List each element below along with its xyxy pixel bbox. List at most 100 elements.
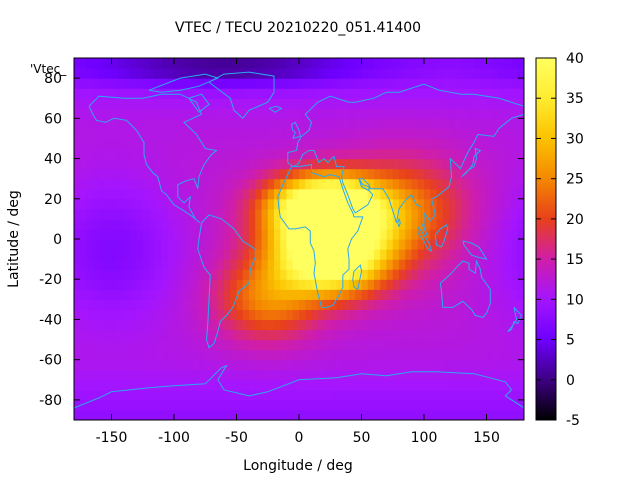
heatmap-cell	[386, 158, 394, 170]
heatmap-cell	[461, 389, 469, 401]
heatmap-cell	[505, 329, 513, 341]
heatmap-cell	[224, 158, 231, 170]
heatmap-cell	[211, 289, 219, 300]
heatmap-cell	[305, 128, 313, 140]
heatmap-cell	[355, 369, 363, 381]
heatmap-cell	[267, 88, 275, 99]
heatmap-cell	[424, 399, 431, 411]
heatmap-cell	[199, 329, 206, 341]
heatmap-cell	[280, 188, 288, 200]
heatmap-cell	[149, 98, 156, 109]
heatmap-cell	[111, 118, 119, 129]
heatmap-cell	[224, 349, 231, 361]
heatmap-cell	[392, 208, 400, 220]
heatmap-cell	[261, 128, 269, 140]
heatmap-cell	[217, 108, 225, 119]
heatmap-cell	[255, 118, 263, 129]
heatmap-cell	[386, 168, 394, 180]
heatmap-cell	[349, 208, 356, 220]
heatmap-cell	[130, 259, 138, 270]
heatmap-cell	[430, 369, 438, 381]
heatmap-cell	[280, 148, 288, 160]
heatmap-cell	[136, 118, 144, 129]
heatmap-cell	[211, 369, 219, 381]
heatmap-cell	[449, 379, 456, 391]
heatmap-cell	[236, 399, 244, 411]
heatmap-cell	[117, 68, 125, 79]
heatmap-cell	[267, 98, 275, 109]
heatmap-cell	[274, 329, 281, 341]
heatmap-cell	[142, 269, 150, 280]
heatmap-cell	[186, 88, 194, 99]
heatmap-cell	[311, 329, 319, 341]
heatmap-cell	[505, 128, 513, 140]
heatmap-cell	[442, 309, 450, 321]
heatmap-cell	[74, 359, 81, 371]
heatmap-cell	[180, 389, 188, 401]
heatmap-cell	[74, 98, 81, 109]
heatmap-cell	[105, 259, 113, 270]
heatmap-cell	[124, 98, 131, 109]
heatmap-cell	[86, 359, 94, 371]
heatmap-cell	[92, 339, 100, 351]
heatmap-cell	[330, 148, 338, 160]
heatmap-cell	[305, 369, 313, 381]
heatmap-cell	[430, 108, 438, 119]
heatmap-cell	[349, 379, 356, 391]
y-tick-label: 40	[44, 152, 62, 168]
heatmap-cell	[161, 218, 169, 230]
heatmap-cell	[511, 218, 519, 230]
heatmap-cell	[136, 269, 144, 280]
heatmap-cell	[86, 188, 94, 200]
heatmap-cell	[180, 68, 188, 79]
heatmap-cell	[461, 269, 469, 280]
heatmap-cell	[142, 88, 150, 99]
heatmap-cell	[111, 409, 119, 420]
heatmap-cell	[517, 138, 524, 150]
heatmap-cell	[174, 399, 181, 411]
heatmap-cell	[211, 299, 219, 310]
heatmap-cell	[411, 178, 419, 190]
heatmap-cell	[155, 78, 163, 89]
heatmap-cell	[267, 339, 275, 351]
heatmap-cell	[455, 128, 463, 140]
heatmap-cell	[324, 399, 331, 411]
heatmap-cell	[505, 218, 513, 230]
heatmap-cell	[136, 369, 144, 381]
heatmap-cell	[242, 379, 250, 391]
heatmap-cell	[117, 389, 125, 401]
heatmap-cell	[324, 118, 331, 129]
heatmap-cell	[161, 299, 169, 310]
heatmap-cell	[174, 208, 181, 220]
heatmap-cell	[142, 389, 150, 401]
heatmap-cell	[130, 339, 138, 351]
heatmap-cell	[274, 379, 281, 391]
heatmap-cell	[161, 389, 169, 401]
heatmap-cell	[405, 128, 413, 140]
heatmap-cell	[411, 339, 419, 351]
heatmap-cell	[142, 128, 150, 140]
heatmap-cell	[224, 339, 231, 351]
heatmap-cell	[461, 128, 469, 140]
heatmap-cell	[242, 259, 250, 270]
x-axis-label: Longitude / deg	[243, 458, 353, 474]
heatmap-cell	[274, 178, 281, 190]
heatmap-cell	[499, 148, 506, 160]
heatmap-cell	[186, 208, 194, 220]
heatmap-cell	[467, 88, 475, 99]
heatmap-cell	[117, 188, 125, 200]
heatmap-cell	[499, 329, 506, 341]
heatmap-cell	[124, 319, 131, 331]
heatmap-cell	[130, 299, 138, 310]
heatmap-cell	[399, 168, 406, 180]
heatmap-cell	[442, 108, 450, 119]
heatmap-cell	[117, 349, 125, 361]
heatmap-cell	[342, 259, 350, 270]
heatmap-cell	[492, 299, 500, 310]
heatmap-cell	[467, 218, 475, 230]
heatmap-cell	[299, 98, 306, 109]
heatmap-cell	[242, 178, 250, 190]
heatmap-cell	[349, 409, 356, 420]
heatmap-cell	[192, 218, 200, 230]
heatmap-cell	[317, 399, 325, 411]
